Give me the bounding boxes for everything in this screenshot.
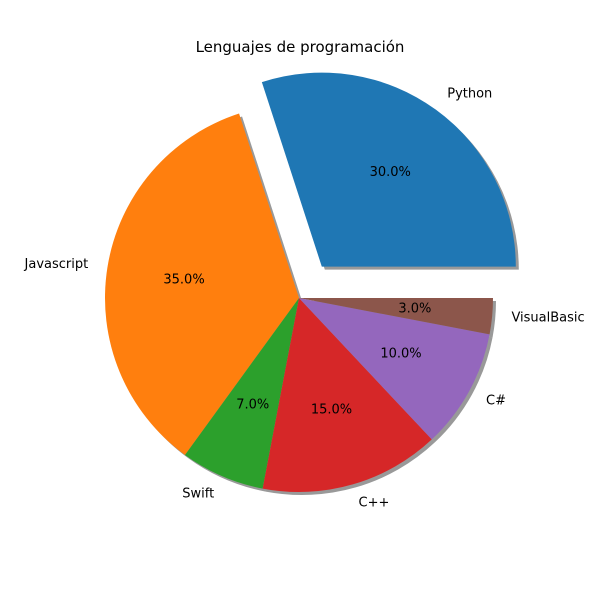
slice-percent-swift: 7.0% — [236, 397, 269, 412]
slice-label-visualbasic: VisualBasic — [511, 311, 584, 326]
slice-label-javascript: Javascript — [24, 257, 89, 272]
slice-label-csharp: C# — [486, 393, 506, 408]
slice-visualbasic — [299, 298, 493, 335]
slice-layer — [104, 72, 516, 492]
slice-percent-python: 30.0% — [370, 165, 411, 180]
slice-label-cplusplus: C++ — [359, 495, 390, 510]
slice-percent-visualbasic: 3.0% — [398, 301, 431, 316]
slice-cplusplus — [262, 298, 432, 492]
slice-percent-javascript: 35.0% — [163, 272, 204, 287]
slice-label-python: Python — [447, 86, 492, 101]
slice-python — [261, 72, 516, 267]
label-layer: Python 30.0% Javascript 35.0% Swift 7.0% C++ 15… — [24, 86, 585, 510]
chart-title: Lenguajes de programación — [196, 38, 405, 56]
slice-csharp — [299, 298, 490, 440]
slice-swift — [184, 298, 299, 489]
slice-percent-cplusplus: 15.0% — [311, 402, 352, 417]
slice-javascript — [104, 113, 299, 455]
slice-percent-csharp: 10.0% — [380, 347, 421, 362]
slice-label-swift: Swift — [182, 486, 214, 501]
